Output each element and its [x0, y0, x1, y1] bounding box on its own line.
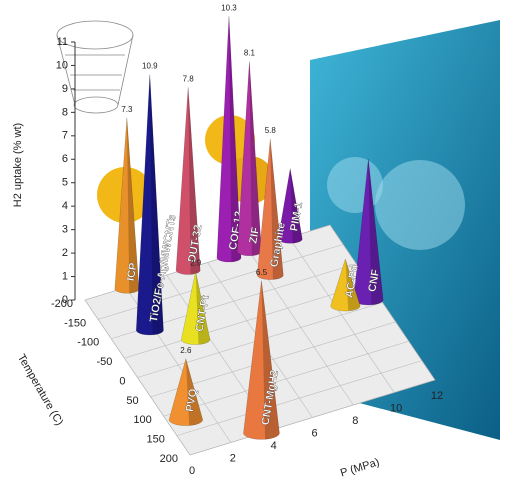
- x-tick-label: 2: [230, 452, 236, 464]
- x-tick-label: 12: [431, 390, 443, 402]
- y-tick-label: 2: [62, 247, 68, 259]
- x-tick-label: 10: [390, 402, 402, 414]
- z-tick-label: -100: [77, 337, 99, 349]
- value-label: 8.1: [244, 49, 256, 58]
- value-label: 10.9: [142, 62, 158, 71]
- water-drop: [375, 160, 465, 250]
- y-tick-label: 8: [62, 106, 68, 118]
- z-tick-label: 0: [119, 375, 125, 387]
- x-tick-label: 4: [271, 440, 277, 452]
- x-tick-label: 0: [189, 465, 195, 477]
- value-label: 7.3: [121, 105, 133, 114]
- z-tick-label: 200: [160, 453, 178, 465]
- y-tick-label: 3: [62, 224, 68, 236]
- nanotube: [57, 21, 133, 113]
- x-axis-title: P (MPa): [339, 456, 381, 479]
- value-label: 2.9: [190, 259, 202, 268]
- z-tick-label: 150: [147, 434, 165, 446]
- z-axis-title: Temperature (C): [15, 352, 65, 427]
- value-label: 2.6: [180, 346, 192, 355]
- chart: H2 uptake (% wt) Temperature (C) P (MPa)…: [0, 0, 509, 492]
- water-drop: [327, 157, 383, 213]
- z-tick-label: 100: [133, 414, 151, 426]
- y-tick-label: 10: [56, 59, 68, 71]
- y-axis-title: H2 uptake (% wt): [12, 123, 24, 207]
- z-tick-label: 50: [126, 395, 138, 407]
- y-tick-label: 0: [62, 294, 68, 306]
- y-tick-label: 9: [62, 83, 68, 95]
- value-label: 5.8: [265, 126, 277, 135]
- value-label: 6.5: [256, 268, 268, 277]
- z-tick-label: -150: [64, 317, 86, 329]
- value-label: 7.8: [183, 74, 195, 83]
- y-tick-label: 11: [57, 36, 68, 48]
- x-tick-label: 6: [311, 427, 317, 439]
- z-tick-label: -50: [96, 356, 112, 368]
- y-tick-label: 4: [62, 200, 68, 212]
- y-tick-label: 6: [62, 153, 68, 165]
- y-tick-label: 7: [62, 130, 68, 142]
- y-tick-label: 5: [62, 177, 68, 189]
- y-tick-label: 1: [62, 270, 68, 282]
- x-tick-label: 8: [352, 415, 358, 427]
- value-label: 10.3: [221, 3, 237, 12]
